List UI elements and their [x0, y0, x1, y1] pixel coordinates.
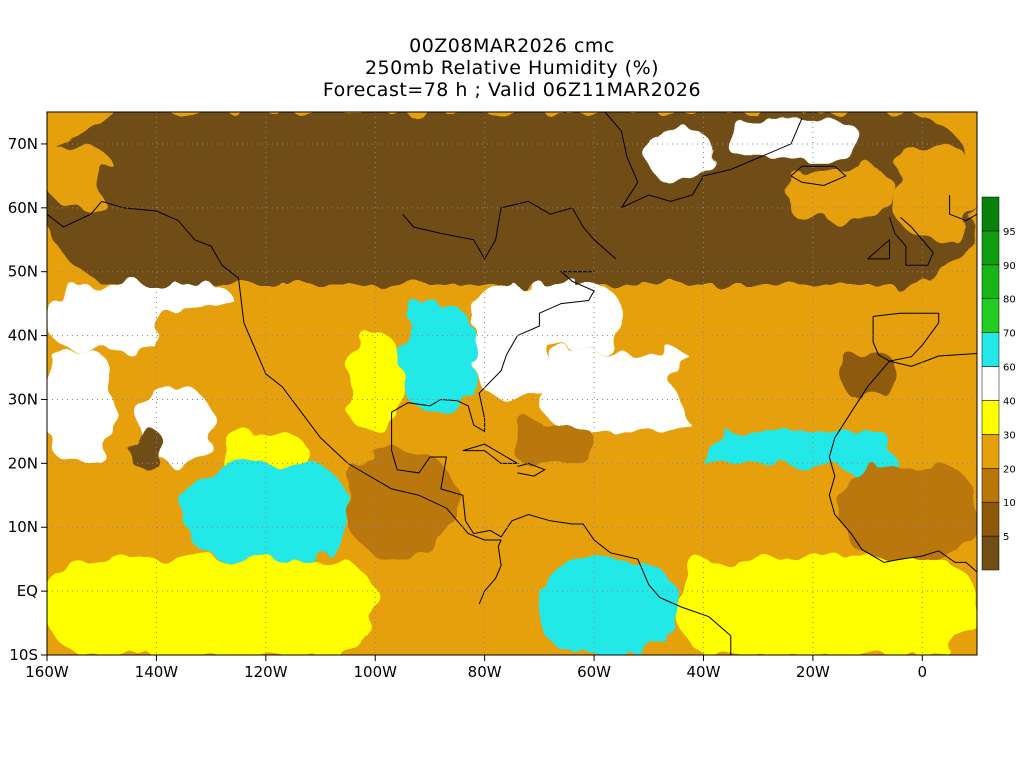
rh-region-4: [725, 118, 857, 157]
colorbar-swatch-4: [981, 400, 1000, 435]
rh-regions: [47, 112, 977, 655]
y-axis: 10S EQ 10N 20N 30N 40N 50N 60N 70N: [8, 135, 47, 664]
rh-region-22: [840, 348, 895, 400]
colorbar: 5 10 20 30 40 60 70 80 90 95: [981, 196, 1016, 571]
y-tick-label-2: 10N: [8, 518, 38, 536]
rh-region-21: [812, 303, 977, 432]
rh-region-1: [47, 143, 113, 208]
coastline-2: [391, 425, 732, 655]
rh-region-5: [785, 169, 895, 221]
x-tick-label-6: 40W: [687, 663, 721, 681]
rh-region-32: [840, 463, 977, 560]
y-tick-label-1: EQ: [17, 582, 38, 600]
chart-title-line2: 250mb Relative Humidity (%): [364, 57, 660, 79]
x-tick-label-3: 100W: [354, 663, 398, 681]
x-tick-label-0: 160W: [25, 663, 69, 681]
rh-region-20: [676, 348, 813, 432]
coastline-0: [238, 278, 502, 541]
coastline-7: [402, 200, 617, 260]
x-tick-label-4: 80W: [468, 663, 502, 681]
rh-region-26: [47, 476, 184, 560]
rh-region-15: [347, 335, 403, 432]
rh-region-9: [112, 348, 157, 413]
colorbar-swatch-3: [981, 434, 1000, 469]
coastline-8: [621, 118, 803, 209]
rh-region-31: [676, 463, 868, 560]
coastline-9: [604, 112, 639, 209]
x-tick-label-5: 60W: [577, 663, 611, 681]
rh-region-34: [375, 559, 512, 655]
x-tick-label-8: 0: [918, 663, 928, 681]
colorbar-label-0: 5: [1003, 532, 1009, 543]
x-tick-label-2: 120W: [244, 663, 288, 681]
chart-title-line3: Forecast=78 h ; Valid 06Z11MAR2026: [322, 79, 702, 101]
y-tick-label-7: 60N: [8, 199, 38, 217]
rh-region-16: [402, 303, 474, 413]
colorbar-swatch-10: [981, 196, 1000, 232]
coastline-13: [872, 312, 940, 362]
colorbar-label-8: 90: [1003, 261, 1016, 272]
map-frame: [46, 111, 978, 656]
x-axis: 160W 140W 120W 100W 80W 60W 40W 20W 0: [25, 655, 927, 681]
rh-region-8: [47, 348, 113, 464]
colorbar-label-5: 60: [1003, 363, 1016, 374]
y-tick-label-3: 20N: [8, 454, 38, 472]
colorbar-label-3: 30: [1003, 430, 1016, 441]
colorbar-label-6: 70: [1003, 329, 1016, 340]
y-tick-label-5: 40N: [8, 327, 38, 345]
coastline-11: [889, 217, 934, 266]
graticule: [47, 112, 977, 655]
rh-region-30: [539, 559, 677, 655]
colorbar-swatch-9: [981, 230, 1000, 266]
coastline-15: [828, 360, 977, 573]
y-tick-label-8: 70N: [8, 135, 38, 153]
colorbar-label-2: 20: [1003, 464, 1016, 475]
colorbar-label-4: 40: [1003, 396, 1016, 407]
colorbar-label-1: 10: [1003, 498, 1016, 509]
rh-region-6: [894, 143, 977, 240]
colorbar-label-7: 80: [1003, 295, 1016, 306]
rh-region-2: [101, 156, 348, 221]
rh-region-25: [512, 425, 595, 464]
rh-region-29: [457, 495, 540, 560]
x-tick-label-1: 140W: [135, 663, 179, 681]
colorbar-swatch-8: [981, 264, 1000, 299]
rh-region-27: [183, 463, 348, 560]
colorbar-label-9: 95: [1003, 227, 1016, 238]
colorbar-swatch-0: [981, 535, 1000, 571]
colorbar-swatch-2: [981, 468, 1000, 503]
coastline-12: [867, 238, 890, 260]
coastline-5: [517, 462, 546, 477]
coastlines: [47, 112, 977, 655]
y-tick-label-6: 50N: [8, 263, 38, 281]
rh-region-3: [648, 131, 715, 183]
y-tick-label-4: 30N: [8, 390, 38, 408]
rh-region-28: [347, 450, 458, 560]
colorbar-swatch-6: [981, 332, 1000, 367]
coastline-10: [790, 165, 847, 187]
x-tick-label-7: 20W: [796, 663, 830, 681]
rh-region-33: [47, 559, 376, 655]
coastline-1: [391, 271, 595, 433]
rh-field: [47, 112, 977, 655]
chart-title-line1: 00Z08MAR2026 cmc: [409, 35, 615, 57]
colorbar-swatch-5: [981, 366, 1000, 401]
colorbar-swatch-1: [981, 501, 1000, 537]
coastline-6: [47, 200, 239, 279]
coastline-16: [889, 353, 977, 367]
coastline-3: [478, 539, 502, 605]
rh-region-18: [512, 284, 622, 349]
y-tick-label-0: 10S: [9, 646, 38, 664]
rh-region-35: [676, 559, 977, 655]
coastline-14: [949, 182, 977, 222]
rh-region-12: [129, 431, 168, 470]
rh-region-19: [539, 348, 704, 432]
colorbar-swatch-7: [981, 298, 1000, 333]
